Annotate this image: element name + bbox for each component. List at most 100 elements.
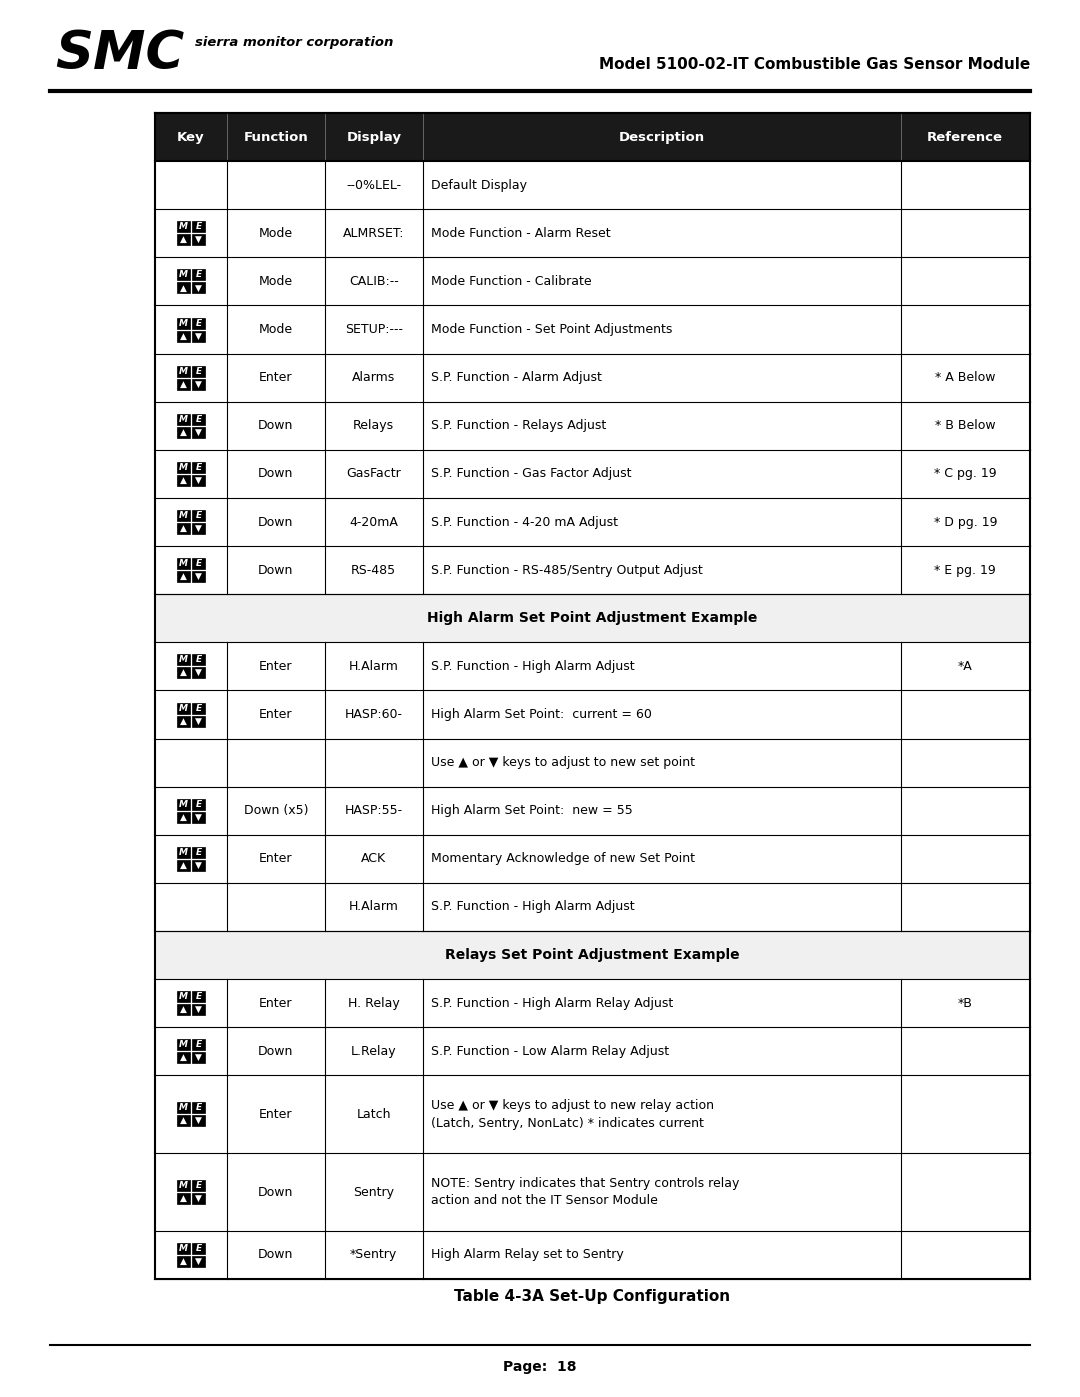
Text: S.P. Function - High Alarm Adjust: S.P. Function - High Alarm Adjust bbox=[431, 901, 634, 914]
Text: ▼: ▼ bbox=[194, 1257, 202, 1266]
Text: ▼: ▼ bbox=[194, 668, 202, 678]
Text: E: E bbox=[195, 799, 202, 809]
Text: Alarms: Alarms bbox=[352, 372, 395, 384]
Bar bbox=[177, 331, 190, 341]
Bar bbox=[156, 546, 1030, 594]
Text: ▲: ▲ bbox=[180, 813, 187, 821]
Text: Mode Function - Calibrate: Mode Function - Calibrate bbox=[431, 275, 592, 288]
Text: ▲: ▲ bbox=[180, 331, 187, 341]
Text: --0%LEL-: --0%LEL- bbox=[347, 179, 402, 191]
Text: E: E bbox=[195, 415, 202, 423]
Bar bbox=[156, 883, 1030, 930]
Bar bbox=[192, 1180, 205, 1192]
Text: * E pg. 19: * E pg. 19 bbox=[934, 563, 996, 577]
Text: Down: Down bbox=[258, 468, 294, 481]
Text: Down: Down bbox=[258, 1045, 294, 1058]
Text: ▲: ▲ bbox=[180, 861, 187, 870]
Bar bbox=[177, 799, 190, 810]
Text: ▼: ▼ bbox=[194, 573, 202, 581]
Text: Down: Down bbox=[258, 1249, 294, 1261]
Text: ▼: ▼ bbox=[194, 861, 202, 870]
Text: Table 4-3A Set-Up Configuration: Table 4-3A Set-Up Configuration bbox=[455, 1289, 730, 1305]
Bar bbox=[177, 282, 190, 293]
Text: M: M bbox=[179, 222, 188, 232]
Bar bbox=[192, 559, 205, 569]
Bar bbox=[177, 1193, 190, 1204]
Text: ▲: ▲ bbox=[180, 524, 187, 534]
Text: L.Relay: L.Relay bbox=[351, 1045, 396, 1058]
Text: S.P. Function - High Alarm Relay Adjust: S.P. Function - High Alarm Relay Adjust bbox=[431, 996, 673, 1010]
Bar bbox=[177, 510, 190, 521]
Text: ▼: ▼ bbox=[194, 1053, 202, 1062]
Bar bbox=[156, 979, 1030, 1027]
Bar bbox=[192, 282, 205, 293]
Text: M: M bbox=[179, 655, 188, 665]
Text: Enter: Enter bbox=[259, 1108, 293, 1120]
Text: Mode: Mode bbox=[259, 323, 293, 337]
Text: NOTE: Sentry indicates that Sentry controls relay
action and not the IT Sensor M: NOTE: Sentry indicates that Sentry contr… bbox=[431, 1176, 739, 1207]
Text: High Alarm Set Point:  new = 55: High Alarm Set Point: new = 55 bbox=[431, 805, 633, 817]
Bar bbox=[192, 861, 205, 870]
Bar bbox=[192, 235, 205, 246]
Bar bbox=[177, 1052, 190, 1063]
Text: Down: Down bbox=[258, 515, 294, 528]
Text: * B Below: * B Below bbox=[935, 419, 996, 432]
Bar bbox=[177, 366, 190, 377]
Text: Relays Set Point Adjustment Example: Relays Set Point Adjustment Example bbox=[445, 949, 740, 963]
Text: Enter: Enter bbox=[259, 708, 293, 721]
Text: RS-485: RS-485 bbox=[351, 563, 396, 577]
Text: SMC: SMC bbox=[55, 28, 185, 80]
Bar bbox=[177, 861, 190, 870]
Text: E: E bbox=[195, 992, 202, 1002]
Text: ▼: ▼ bbox=[194, 813, 202, 821]
Text: S.P. Function - Alarm Adjust: S.P. Function - Alarm Adjust bbox=[431, 372, 602, 384]
Text: ▲: ▲ bbox=[180, 427, 187, 437]
Text: Sentry: Sentry bbox=[353, 1186, 394, 1199]
Text: sierra monitor corporation: sierra monitor corporation bbox=[195, 36, 393, 49]
Bar bbox=[192, 654, 205, 665]
Bar bbox=[177, 317, 190, 328]
Text: Mode: Mode bbox=[259, 226, 293, 240]
Bar bbox=[192, 703, 205, 714]
Bar bbox=[192, 221, 205, 232]
Bar bbox=[192, 270, 205, 281]
Text: M: M bbox=[179, 415, 188, 423]
Bar bbox=[192, 366, 205, 377]
Bar bbox=[177, 992, 190, 1002]
Text: M: M bbox=[179, 1041, 188, 1049]
Text: HASP:55-: HASP:55- bbox=[345, 805, 403, 817]
Text: Use ▲ or ▼ keys to adjust to new set point: Use ▲ or ▼ keys to adjust to new set poi… bbox=[431, 756, 694, 770]
Text: E: E bbox=[195, 511, 202, 520]
Bar bbox=[192, 475, 205, 486]
Bar bbox=[156, 497, 1030, 546]
Bar bbox=[156, 787, 1030, 835]
Bar bbox=[156, 450, 1030, 497]
Bar bbox=[177, 1180, 190, 1192]
Text: E: E bbox=[195, 559, 202, 569]
Text: M: M bbox=[179, 511, 188, 520]
Text: Page:  18: Page: 18 bbox=[503, 1361, 577, 1375]
Bar bbox=[177, 1004, 190, 1016]
Text: E: E bbox=[195, 366, 202, 376]
Text: E: E bbox=[195, 1104, 202, 1112]
Bar bbox=[177, 235, 190, 246]
Text: ▼: ▼ bbox=[194, 331, 202, 341]
Text: H.Alarm: H.Alarm bbox=[349, 659, 399, 673]
Text: ▼: ▼ bbox=[194, 717, 202, 725]
Bar bbox=[156, 210, 1030, 257]
Bar bbox=[192, 1052, 205, 1063]
Text: Momentary Acknowledge of new Set Point: Momentary Acknowledge of new Set Point bbox=[431, 852, 694, 865]
Text: S.P. Function - Gas Factor Adjust: S.P. Function - Gas Factor Adjust bbox=[431, 468, 631, 481]
Bar bbox=[156, 353, 1030, 402]
Bar bbox=[192, 462, 205, 474]
Text: E: E bbox=[195, 1041, 202, 1049]
Text: Use ▲ or ▼ keys to adjust to new relay action
(Latch, Sentry, NonLatc) * indicat: Use ▲ or ▼ keys to adjust to new relay a… bbox=[431, 1099, 714, 1130]
Bar bbox=[192, 510, 205, 521]
Text: E: E bbox=[195, 462, 202, 472]
Text: S.P. Function - 4-20 mA Adjust: S.P. Function - 4-20 mA Adjust bbox=[431, 515, 618, 528]
Text: Down (x5): Down (x5) bbox=[243, 805, 308, 817]
Text: ▼: ▼ bbox=[194, 235, 202, 244]
Bar bbox=[156, 113, 1030, 161]
Text: E: E bbox=[195, 222, 202, 232]
Text: M: M bbox=[179, 799, 188, 809]
